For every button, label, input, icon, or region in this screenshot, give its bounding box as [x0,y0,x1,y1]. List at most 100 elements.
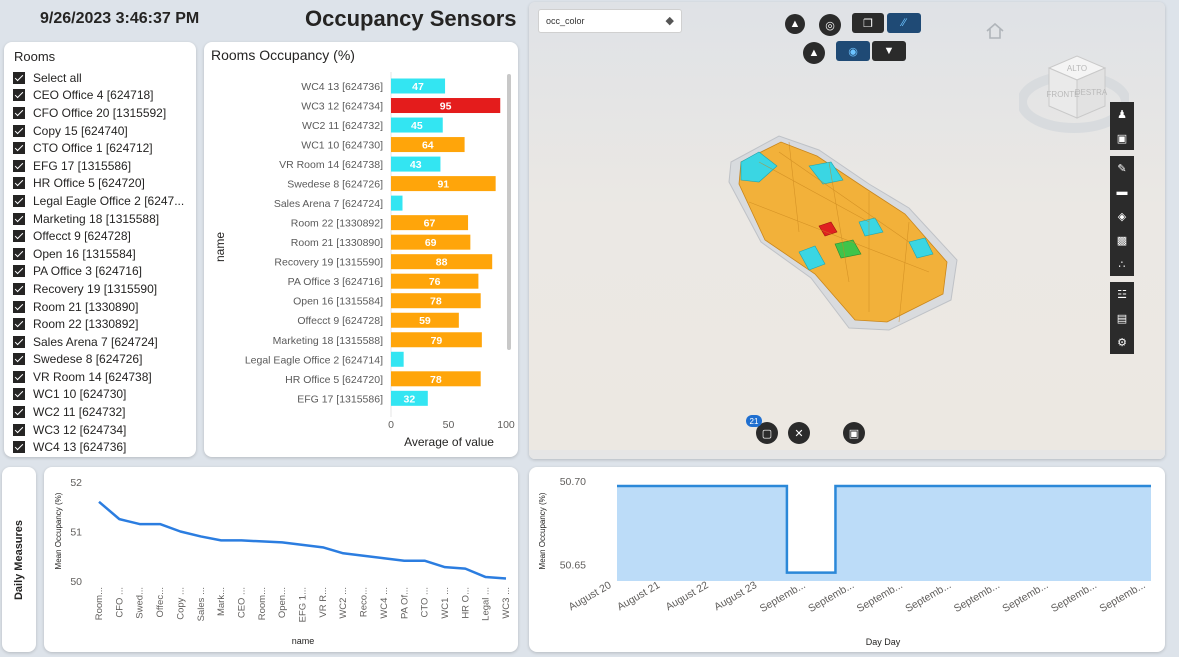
bar-x-tick: 0 [388,419,394,431]
folder-button[interactable]: ▬ [1110,180,1134,204]
line-x-tick: Room... [257,587,268,620]
checkbox-checked-icon[interactable] [13,89,25,102]
bar [391,371,481,387]
room-item[interactable]: Recovery 19 [1315590] [13,280,191,298]
room-item[interactable]: CFO Office 20 [1315592] [13,104,191,122]
clear-filter-button[interactable]: ✕ [788,422,810,444]
room-item[interactable]: WC4 13 [624736] [13,438,191,456]
bar-category-label: Open 16 [1315584] [293,296,383,308]
room-item[interactable]: HR Office 5 [624720] [13,175,191,193]
checkbox-checked-icon[interactable] [13,124,25,137]
home-icon[interactable] [985,22,1005,40]
building-3d-viewer[interactable]: occ_color ◆ ▲ ◎ ❐ ∕∕ ▲ ◉ ▼ ALTO FRONTE D… [529,2,1165,459]
save-view-button[interactable]: ▣ [843,422,865,444]
checkbox-checked-icon[interactable] [13,406,25,419]
expand-button[interactable]: ▲ [803,42,825,64]
model-button[interactable]: ▩ [1110,228,1134,252]
select-mode-button[interactable]: ◉ [836,41,870,61]
bar-x-tick: 100 [497,419,515,431]
room-item[interactable]: PA Office 3 [624716] [13,263,191,281]
room-item[interactable]: Marketing 18 [1315588] [13,210,191,228]
room-item[interactable]: Open 16 [1315584] [13,245,191,263]
square-icon: ▢ [761,427,773,440]
bar-data-label: 67 [424,218,436,230]
bar-data-label: 64 [422,140,434,152]
settings-button[interactable]: ⚙ [1110,330,1134,354]
focus-button[interactable]: ◎ [819,14,841,36]
room-item[interactable]: Sales Arena 7 [624724] [13,333,191,351]
room-item[interactable]: CTO Office 1 [624712] [13,139,191,157]
room-item[interactable]: WC3 12 [624734] [13,421,191,439]
checkbox-checked-icon[interactable] [13,106,25,119]
checkbox-checked-icon[interactable] [13,159,25,172]
line-x-tick: Copy ... [175,587,186,620]
room-item[interactable]: EFG 17 [1315586] [13,157,191,175]
room-item[interactable]: WC2 11 [624732] [13,403,191,421]
view-cube[interactable]: ALTO FRONTE DESTRA [1019,40,1129,140]
room-item[interactable]: Legal Eagle Office 2 [6247... [13,192,191,210]
checkbox-checked-icon[interactable] [13,335,25,348]
room-item[interactable]: WC1 10 [624730] [13,386,191,404]
room-item[interactable]: Room 22 [1330892] [13,315,191,333]
building-model[interactable] [719,122,979,337]
selection-button[interactable]: ▢ [756,422,778,444]
save-icon: ▣ [848,427,860,440]
checkbox-checked-icon[interactable] [13,388,25,401]
bar [391,234,471,250]
area-series-line [617,484,1151,574]
checkbox-checked-icon[interactable] [13,423,25,436]
checkbox-checked-icon[interactable] [13,300,25,313]
collapse-top-button[interactable]: ▲ [785,14,805,34]
line-x-tick: CFO ... [114,587,125,618]
checkbox-checked-icon[interactable] [13,247,25,260]
person-icon: ♟ [1117,108,1127,121]
bar-scrollbar [507,74,511,350]
explode-button[interactable]: ∴ [1110,252,1134,276]
checkbox-checked-icon[interactable] [13,265,25,278]
checkbox-checked-icon[interactable] [13,441,25,454]
checkbox-checked-icon[interactable] [13,230,25,243]
area-x-tick: Septemb... [758,579,808,615]
room-item[interactable]: Swedese 8 [624726] [13,351,191,369]
bar-category-label: HR Office 5 [624720] [285,374,383,386]
folder-icon: ▬ [1116,186,1128,198]
checkbox-checked-icon[interactable] [13,370,25,383]
room-item[interactable]: Copy 15 [624740] [13,122,191,140]
target-icon: ◎ [825,19,835,32]
bar-category-label: Room 22 [1330892] [291,218,383,230]
measure-button[interactable]: ✎ [1110,156,1134,180]
checkbox-checked-icon[interactable] [13,353,25,366]
room-item[interactable]: Room 21 [1330890] [13,298,191,316]
room-item[interactable]: VR Room 14 [624738] [13,368,191,386]
line-x-tick: Legal ... [481,587,492,621]
room-item[interactable]: Offecct 9 [624728] [13,227,191,245]
room-item[interactable]: CEO Office 4 [624718] [13,87,191,105]
cube-top-label: ALTO [1067,64,1087,73]
copy-view-button[interactable]: ❐ [852,13,884,33]
checkbox-checked-icon[interactable] [13,282,25,295]
rooms-list: Select all CEO Office 4 [624718] CFO Offic… [13,69,191,456]
checkbox-checked-icon[interactable] [13,194,25,207]
line-x-tick: Sales ... [196,587,207,621]
person-button[interactable]: ♟ [1110,102,1134,126]
filter-button[interactable]: ▼ [872,41,906,61]
checkbox-checked-icon[interactable] [13,142,25,155]
room-item-label: Room 22 [1330892] [33,317,139,332]
layers-button[interactable]: ◈ [1110,204,1134,228]
room-item-label: Marketing 18 [1315588] [33,211,160,226]
checkbox-checked-icon[interactable] [13,318,25,331]
select-all-item[interactable]: Select all [13,69,191,87]
checkbox-checked-icon[interactable] [13,177,25,190]
checkbox-checked-icon[interactable] [13,71,25,84]
tree-button[interactable]: ☳ [1110,282,1134,306]
xray-button[interactable]: ∕∕ [887,13,921,33]
color-field-select[interactable]: occ_color ◆ [538,9,682,33]
properties-button[interactable]: ▤ [1110,306,1134,330]
daily-measures-panel: Daily Measures [2,467,36,652]
camera-button[interactable]: ▣ [1110,126,1134,150]
filter-clear-icon: ✕ [794,427,804,440]
area-x-tick: August 22 [664,579,711,613]
checkbox-checked-icon[interactable] [13,212,25,225]
room-item-label: CFO Office 20 [1315592] [33,105,167,120]
stripes-icon: ∕∕ [902,17,906,29]
